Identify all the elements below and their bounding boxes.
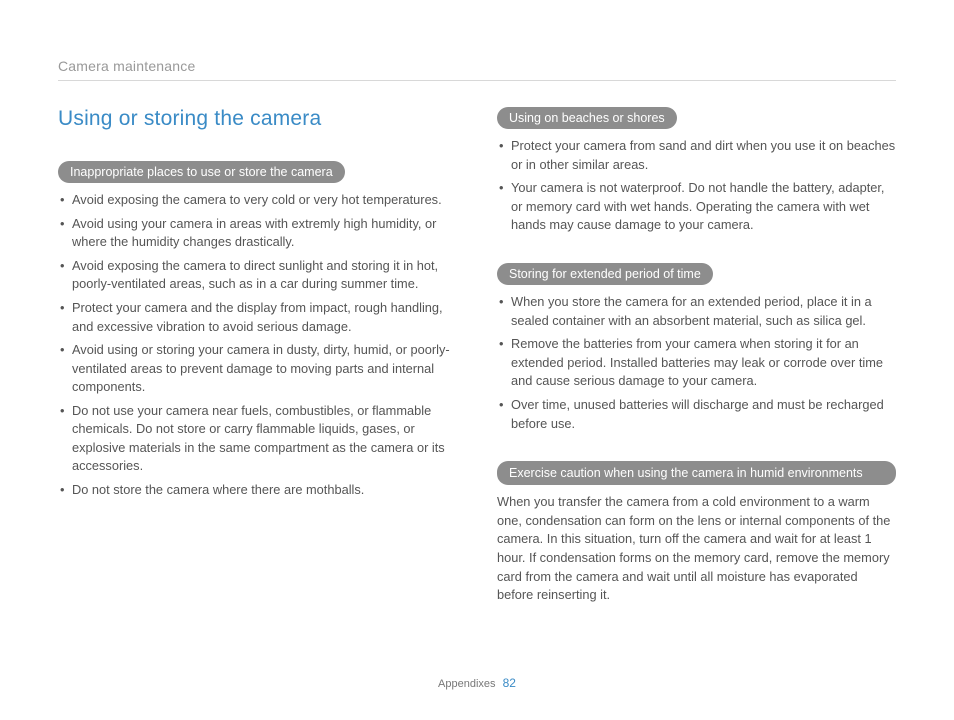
list-storing: When you store the camera for an extende… [497, 293, 896, 433]
pill-inappropriate-places: Inappropriate places to use or store the… [58, 161, 345, 183]
footer-label: Appendixes [438, 678, 496, 690]
list-inappropriate-places: Avoid exposing the camera to very cold o… [58, 191, 457, 499]
content-columns: Using or storing the camera Inappropriat… [58, 107, 896, 629]
list-item: Your camera is not waterproof. Do not ha… [497, 179, 896, 235]
list-item: Do not use your camera near fuels, combu… [58, 402, 457, 476]
list-item: Protect your camera and the display from… [58, 299, 457, 336]
list-item: Avoid using your camera in areas with ex… [58, 215, 457, 252]
pill-humid: Exercise caution when using the camera i… [497, 461, 896, 485]
list-item: Avoid using or storing your camera in du… [58, 341, 457, 397]
header-rule [58, 80, 896, 81]
section-header: Camera maintenance [58, 58, 896, 74]
right-column: Using on beaches or shores Protect your … [497, 107, 896, 629]
list-item: Remove the batteries from your camera wh… [497, 335, 896, 391]
list-item: Avoid exposing the camera to very cold o… [58, 191, 457, 210]
pill-beaches: Using on beaches or shores [497, 107, 677, 129]
page-number: 82 [503, 676, 516, 690]
manual-page: Camera maintenance Using or storing the … [0, 0, 954, 720]
left-column: Using or storing the camera Inappropriat… [58, 107, 457, 629]
list-item: Protect your camera from sand and dirt w… [497, 137, 896, 174]
page-footer: Appendixes 82 [0, 676, 954, 690]
list-item: Avoid exposing the camera to direct sunl… [58, 257, 457, 294]
pill-storing: Storing for extended period of time [497, 263, 713, 285]
para-humid: When you transfer the camera from a cold… [497, 493, 896, 604]
page-title: Using or storing the camera [58, 107, 457, 131]
list-beaches: Protect your camera from sand and dirt w… [497, 137, 896, 235]
list-item: Over time, unused batteries will dischar… [497, 396, 896, 433]
list-item: When you store the camera for an extende… [497, 293, 896, 330]
list-item: Do not store the camera where there are … [58, 481, 457, 500]
